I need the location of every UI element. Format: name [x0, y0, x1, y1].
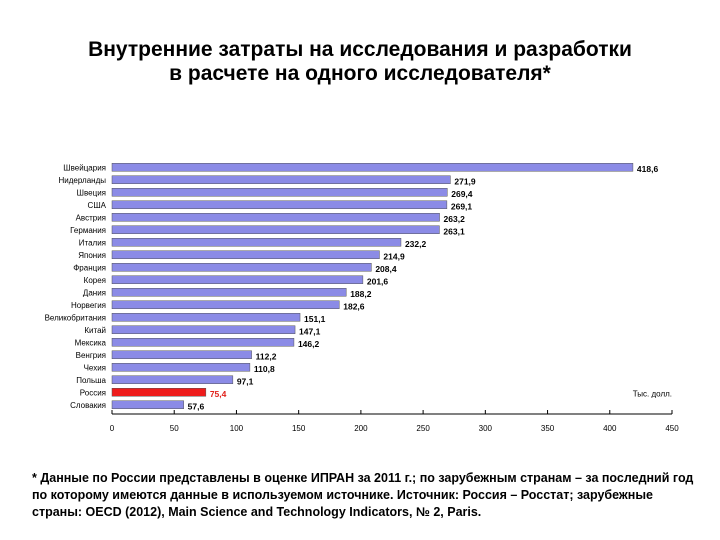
bar — [111, 175, 451, 184]
x-tick-label: 100 — [230, 424, 244, 433]
bar — [111, 300, 340, 309]
unit-label: Тыс. долл. — [633, 389, 672, 398]
value-label: 271,9 — [454, 176, 476, 186]
x-tick-label: 400 — [603, 424, 617, 433]
category-label: Мексика — [75, 338, 107, 347]
bar — [111, 388, 207, 397]
category-label: Нидерланды — [59, 176, 107, 185]
value-label: 263,1 — [443, 226, 465, 236]
category-label: Франция — [73, 263, 106, 272]
category-label: Германия — [70, 226, 106, 235]
category-label: Швеция — [77, 188, 106, 197]
bar — [111, 163, 634, 172]
x-tick-label: 50 — [170, 424, 179, 433]
category-label: Япония — [78, 251, 106, 260]
x-tick-label: 200 — [354, 424, 368, 433]
value-label: 146,2 — [298, 339, 320, 349]
category-label: Словакия — [70, 401, 106, 410]
value-label: 147,1 — [299, 326, 321, 336]
value-label: 232,2 — [405, 239, 427, 249]
bar — [111, 263, 372, 272]
category-label: Швейцария — [63, 163, 106, 172]
category-label: Россия — [80, 388, 106, 397]
value-label: 112,2 — [256, 351, 277, 361]
bar — [111, 288, 347, 297]
value-label: 269,1 — [451, 201, 473, 211]
bar — [111, 200, 448, 209]
value-label: 75,4 — [210, 389, 227, 399]
x-tick-label: 350 — [541, 424, 555, 433]
value-label: 97,1 — [237, 376, 254, 386]
bar — [111, 375, 234, 384]
bar — [111, 188, 448, 197]
category-label: Великобритания — [45, 313, 106, 322]
value-label: 57,6 — [188, 401, 205, 411]
x-tick-label: 300 — [479, 424, 493, 433]
bar — [111, 363, 251, 372]
x-tick-label: 450 — [665, 424, 679, 433]
category-label: Дания — [83, 288, 106, 297]
chart-title: Внутренние затраты на исследования и раз… — [0, 38, 720, 86]
category-label: Чехия — [84, 363, 106, 372]
title-line-1: Внутренние затраты на исследования и раз… — [88, 38, 632, 61]
category-label: Венгрия — [76, 351, 106, 360]
value-label: 269,4 — [451, 189, 473, 199]
value-label: 110,8 — [254, 364, 275, 374]
category-label: Италия — [79, 238, 106, 247]
bar — [111, 313, 301, 322]
bar-chart: Швейцария 418,6 Нидерланды 271,9 Швеция 269,4… — [45, 163, 679, 433]
value-label: 188,2 — [350, 289, 372, 299]
x-tick-label: 150 — [292, 424, 306, 433]
bar — [111, 213, 440, 222]
value-label: 208,4 — [375, 264, 397, 274]
category-label: Польша — [76, 376, 106, 385]
title-line-2: в расчете на одного исследователя* — [169, 62, 551, 85]
category-label: Корея — [84, 276, 106, 285]
bar — [111, 275, 364, 284]
bar — [111, 350, 252, 359]
value-label: 182,6 — [343, 301, 365, 311]
bar — [111, 238, 402, 247]
bar — [111, 325, 296, 334]
value-label: 263,2 — [444, 214, 466, 224]
bar — [111, 338, 295, 347]
bar — [111, 225, 440, 234]
category-label: США — [88, 201, 107, 210]
value-label: 214,9 — [383, 251, 405, 261]
value-label: 201,6 — [367, 276, 389, 286]
x-tick-label: 250 — [416, 424, 430, 433]
bar — [111, 250, 380, 259]
x-tick-label: 0 — [110, 424, 115, 433]
category-label: Австрия — [76, 213, 106, 222]
category-label: Китай — [84, 326, 106, 335]
bar — [111, 400, 184, 409]
value-label: 151,1 — [304, 314, 326, 324]
category-label: Норвегия — [71, 301, 106, 310]
value-label: 418,6 — [637, 164, 659, 174]
footnote: * Данные по России представлены в оценке… — [32, 471, 694, 519]
